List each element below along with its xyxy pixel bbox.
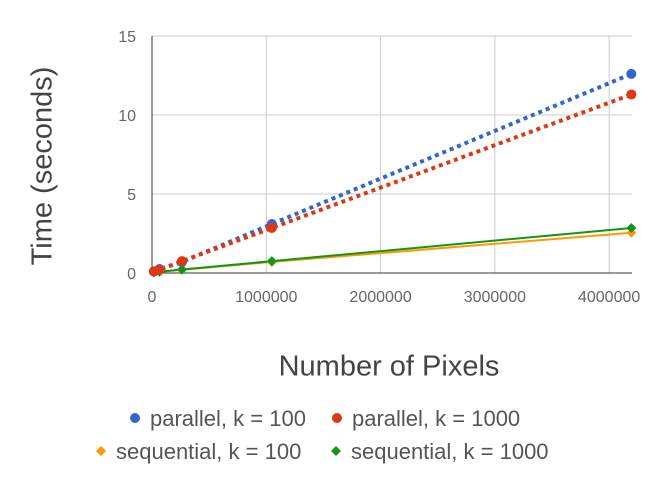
y-tick-label: 0	[127, 266, 136, 283]
series-line-1	[153, 72, 633, 274]
legend-label-1: parallel, k = 100	[150, 406, 306, 431]
legend: parallel, k = 100 parallel, k = 1000 seque…	[96, 406, 549, 464]
legend-marker-2	[332, 413, 342, 423]
x-tick-label: 4000000	[578, 289, 640, 306]
series-line-4	[153, 226, 632, 274]
y-tick-label: 15	[118, 29, 136, 46]
series	[148, 68, 637, 278]
legend-label-3: sequential, k = 100	[116, 439, 301, 464]
data-point-series-2	[626, 89, 637, 100]
x-tick-label: 2000000	[349, 289, 411, 306]
legend-marker-3	[96, 446, 106, 456]
y-tick-label: 10	[118, 108, 136, 125]
data-point-series-2	[176, 256, 187, 267]
legend-marker-4	[331, 446, 341, 456]
y-tick-label: 5	[127, 187, 136, 204]
grid	[152, 35, 632, 273]
axes	[151, 36, 632, 274]
y-axis-title: Time (seconds)	[27, 67, 59, 266]
data-point-series-2	[266, 222, 277, 233]
legend-label-4: sequential, k = 1000	[351, 439, 549, 464]
x-tick-label: 1000000	[235, 289, 297, 306]
x-axis-title: Number of Pixels	[279, 351, 500, 383]
legend-label-2: parallel, k = 1000	[352, 406, 520, 431]
x-tick-label: 3000000	[464, 289, 526, 306]
series-line-2	[153, 92, 633, 274]
y-tick-labels: 0 5 10 15	[118, 29, 136, 283]
data-point-series-4	[176, 264, 187, 275]
data-point-series-2	[154, 264, 165, 275]
data-point-series-4	[626, 222, 637, 233]
x-tick-label: 0	[148, 289, 157, 306]
data-point-series-4	[266, 256, 277, 267]
x-tick-labels: 0 1000000 2000000 3000000 4000000	[148, 289, 641, 306]
legend-marker-1	[130, 413, 140, 423]
data-point-series-1	[626, 68, 637, 79]
